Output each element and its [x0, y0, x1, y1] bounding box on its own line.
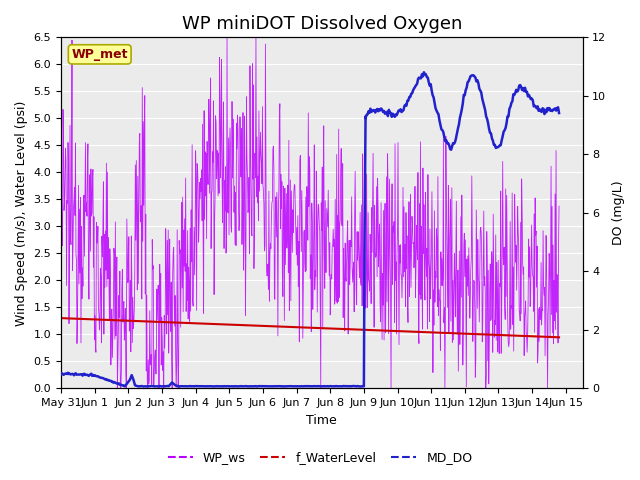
- Y-axis label: DO (mg/L): DO (mg/L): [612, 180, 625, 245]
- Text: WP_met: WP_met: [72, 48, 128, 61]
- Title: WP miniDOT Dissolved Oxygen: WP miniDOT Dissolved Oxygen: [182, 15, 462, 33]
- Y-axis label: Wind Speed (m/s), Water Level (psi): Wind Speed (m/s), Water Level (psi): [15, 100, 28, 325]
- X-axis label: Time: Time: [307, 414, 337, 427]
- Legend: WP_ws, f_WaterLevel, MD_DO: WP_ws, f_WaterLevel, MD_DO: [163, 446, 477, 469]
